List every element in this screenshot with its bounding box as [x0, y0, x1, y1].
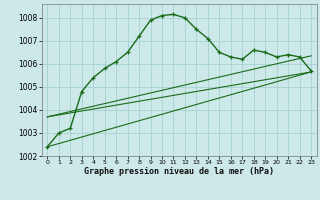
X-axis label: Graphe pression niveau de la mer (hPa): Graphe pression niveau de la mer (hPa)	[84, 167, 274, 176]
